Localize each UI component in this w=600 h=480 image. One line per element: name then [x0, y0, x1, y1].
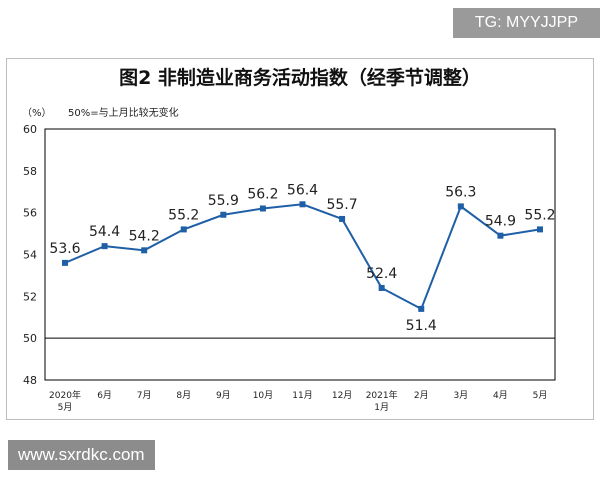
data-point [220, 211, 227, 218]
x-tick-label: 11月 [292, 390, 312, 401]
x-tick-label: 4月 [493, 390, 508, 401]
watermark-top: TG: MYYJJPP [452, 8, 600, 38]
data-point [180, 226, 187, 233]
data-point [62, 259, 68, 266]
data-label: 54.9 [485, 214, 516, 230]
x-tick-label: 9月 [216, 390, 231, 401]
data-label: 55.2 [524, 207, 555, 223]
y-tick-label: 60 [23, 123, 37, 136]
x-tick-label: 6月 [97, 390, 112, 401]
data-point [141, 247, 148, 254]
data-point [418, 305, 425, 312]
data-point [457, 203, 464, 210]
y-tick-label: 48 [23, 374, 37, 387]
data-point [101, 243, 108, 250]
x-tick-label: 2020年 5月 [49, 389, 81, 413]
x-tick-label: 3月 [453, 390, 468, 401]
data-label: 54.2 [129, 228, 160, 244]
data-label: 51.4 [406, 318, 437, 334]
y-tick-label: 50 [23, 332, 37, 345]
y-axis-unit: （%） [22, 107, 52, 119]
data-label: 56.2 [247, 186, 278, 202]
data-point [378, 284, 385, 291]
chart-frame [6, 58, 594, 420]
x-tick-label: 2月 [414, 390, 429, 401]
x-tick-label: 8月 [176, 390, 191, 401]
data-label: 55.7 [326, 197, 357, 213]
y-tick-label: 52 [23, 290, 37, 303]
plot-area [44, 128, 556, 381]
watermark-bottom: www.sxrdkc.com [8, 440, 155, 470]
x-tick-label: 10月 [253, 390, 273, 401]
y-tick-label: 58 [23, 165, 37, 178]
x-tick-label: 12月 [332, 390, 352, 401]
data-label: 55.2 [168, 207, 199, 223]
data-point [299, 201, 306, 208]
x-tick-label: 2021年 1月 [366, 389, 398, 413]
data-point [537, 226, 543, 233]
chart-title: 图2 非制造业商务活动指数（经季节调整） [119, 66, 481, 89]
series-line [64, 203, 541, 311]
data-point [259, 205, 266, 212]
data-label: 52.4 [366, 266, 397, 282]
data-label: 55.9 [208, 193, 239, 209]
data-label: 56.3 [445, 184, 476, 200]
data-point [339, 215, 346, 222]
data-label: 53.6 [49, 241, 80, 257]
chart-annotation: 50%=与上月比较无变化 [68, 106, 179, 119]
x-tick-label: 7月 [137, 390, 152, 401]
y-tick-label: 56 [23, 207, 37, 220]
data-label: 54.4 [89, 224, 120, 240]
data-label: 56.4 [287, 182, 318, 198]
data-point [497, 232, 504, 239]
y-tick-label: 54 [23, 249, 37, 262]
x-tick-label: 5月 [533, 390, 548, 401]
